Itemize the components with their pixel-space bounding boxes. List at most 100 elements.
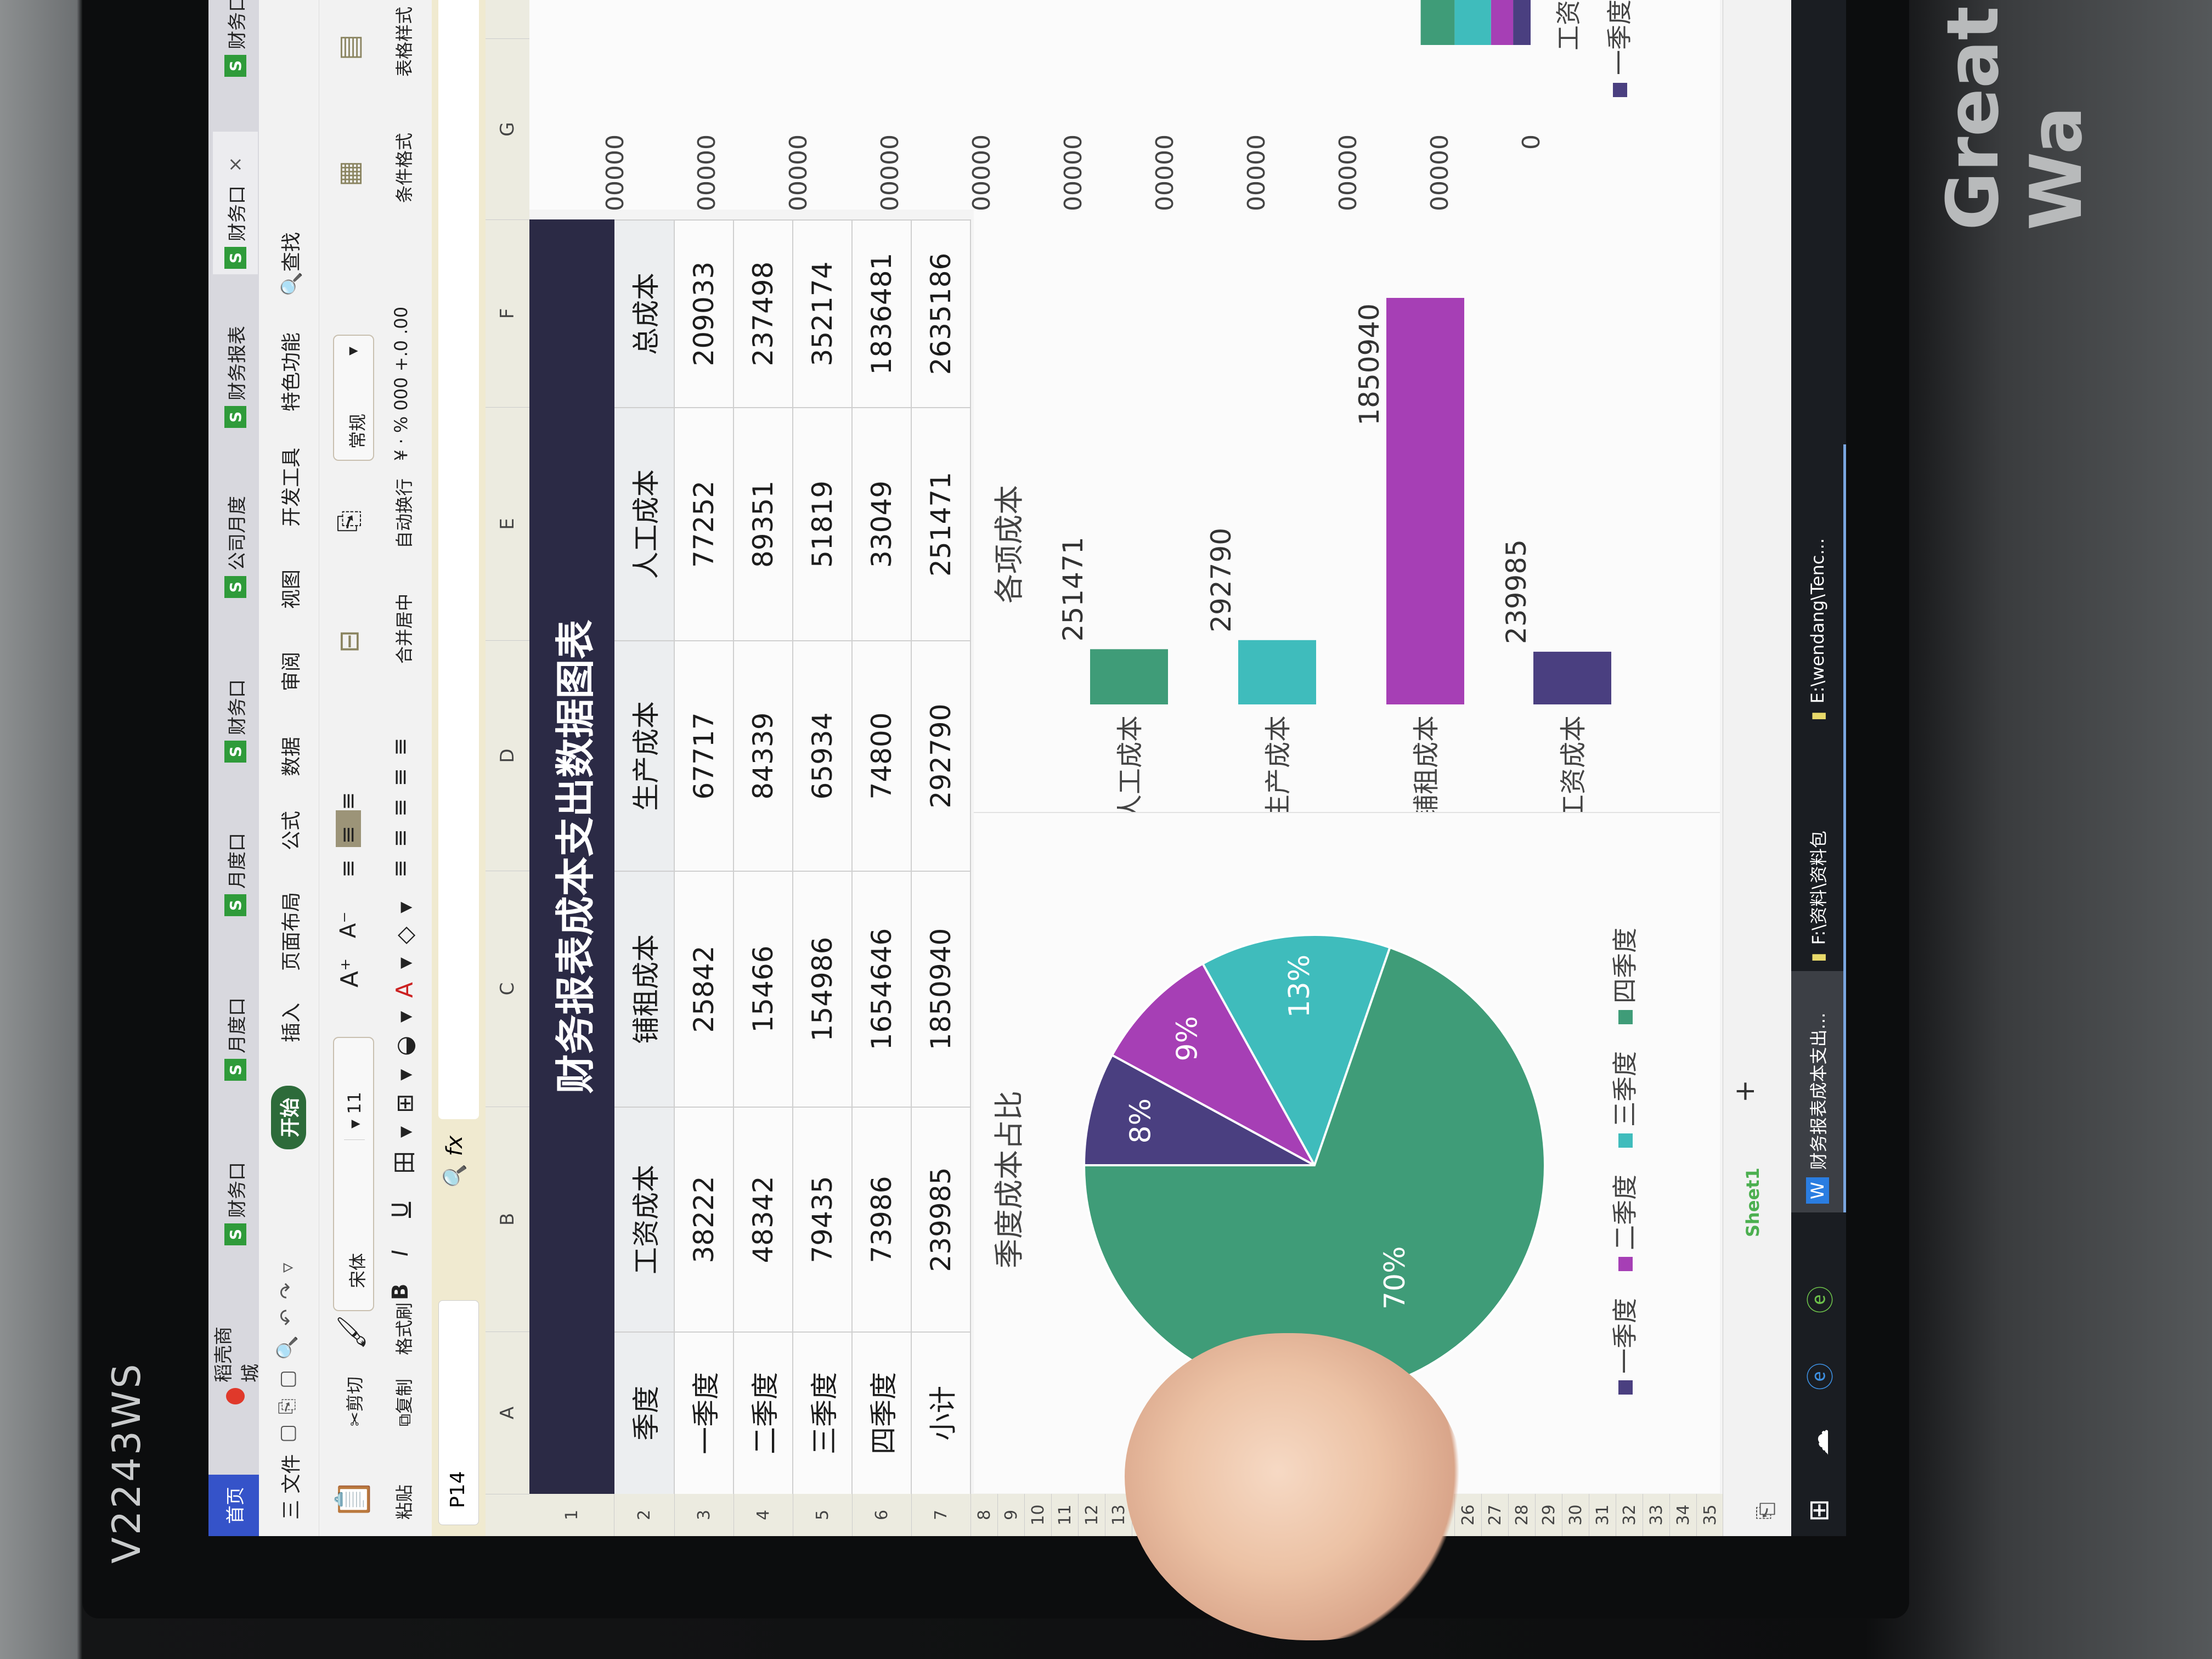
- menu-tab[interactable]: 特色功能: [280, 332, 303, 411]
- menu-file[interactable]: 三 文件: [280, 1454, 303, 1520]
- table-cell[interactable]: 1850940: [912, 871, 971, 1107]
- table-header-cell[interactable]: 总成本: [614, 219, 675, 407]
- table-cell[interactable]: 三季度: [793, 1331, 853, 1494]
- sheet-nav-icon[interactable]: ⎗: [1753, 1502, 1779, 1520]
- row-header[interactable]: 4: [734, 1494, 793, 1536]
- pie-slice[interactable]: [1110, 962, 1318, 1169]
- document-tab[interactable]: S 财务口 ×: [213, 132, 258, 274]
- table-cell[interactable]: 292790: [912, 640, 971, 871]
- bar[interactable]: [1533, 651, 1611, 704]
- taskbar-item-folder-e[interactable]: ▮ E:\wendang\Tenc...: [1791, 444, 1846, 730]
- document-tab[interactable]: S 月度口: [213, 982, 258, 1086]
- pie-slice[interactable]: [1082, 946, 1546, 1397]
- document-tab[interactable]: S 财务口: [213, 0, 258, 82]
- pie-slice[interactable]: [1201, 934, 1392, 1168]
- column-header[interactable]: F: [486, 219, 529, 407]
- table-cell[interactable]: 四季度: [853, 1331, 912, 1494]
- pie-chart[interactable]: 季度成本占比 8% 9% 13% 70% 一季度 二季度 三季度 四季度: [974, 813, 1720, 1493]
- table-cell[interactable]: 67717: [675, 640, 734, 871]
- column-header[interactable]: B: [486, 1107, 529, 1331]
- menu-tab[interactable]: 公式: [280, 810, 303, 850]
- table-cell[interactable]: 51819: [793, 407, 853, 640]
- bold-button[interactable]: B: [388, 1283, 413, 1301]
- table-header-cell[interactable]: 生产成本: [614, 640, 675, 871]
- vertical-align-icons[interactable]: ≡≡≡: [336, 780, 361, 878]
- underline-button[interactable]: U: [388, 1201, 413, 1218]
- name-box[interactable]: P14: [438, 1300, 479, 1525]
- row-header[interactable]: 27: [1482, 1494, 1509, 1536]
- table-cell[interactable]: 48342: [734, 1107, 793, 1331]
- column-header[interactable]: E: [486, 407, 529, 640]
- formula-input[interactable]: [438, 0, 479, 1119]
- format-painter-button[interactable]: 格式刷: [394, 1302, 415, 1355]
- table-cell[interactable]: 65934: [793, 640, 853, 871]
- horizontal-align-icons[interactable]: ≡≡≡≡≡: [388, 725, 413, 878]
- table-cell[interactable]: 一季度: [675, 1331, 734, 1494]
- table-cell[interactable]: 25842: [675, 871, 734, 1107]
- menu-tab[interactable]: 开始: [271, 1085, 306, 1149]
- paste-button[interactable]: 粘贴: [394, 1484, 415, 1520]
- row-header[interactable]: 1: [529, 1494, 614, 1536]
- row-header[interactable]: 10: [1025, 1494, 1052, 1536]
- document-tab[interactable]: 稻壳商城: [213, 1311, 262, 1410]
- table-cell[interactable]: 77252: [675, 407, 734, 640]
- pie-slice[interactable]: [1082, 1053, 1315, 1166]
- bar[interactable]: [1090, 649, 1168, 704]
- paste-icon[interactable]: 📋: [334, 1479, 372, 1520]
- row-header[interactable]: 6: [853, 1494, 912, 1536]
- document-tab[interactable]: S 财务口: [213, 658, 258, 768]
- row-header[interactable]: 3: [675, 1494, 734, 1536]
- row-header[interactable]: 11: [1052, 1494, 1079, 1536]
- table-cell[interactable]: 73986: [853, 1107, 912, 1331]
- row-header[interactable]: 33: [1643, 1494, 1670, 1536]
- conditional-format-icon[interactable]: ▦: [333, 160, 365, 187]
- cut-button[interactable]: ✂剪切: [341, 1376, 366, 1426]
- row-header[interactable]: 2: [614, 1494, 675, 1536]
- column-header[interactable]: G: [486, 38, 529, 219]
- font-size-select[interactable]: ▾ 11: [344, 1092, 365, 1140]
- row-header[interactable]: 30: [1562, 1494, 1589, 1536]
- table-cell[interactable]: 251471: [912, 407, 971, 640]
- table-cell[interactable]: 小计: [912, 1331, 971, 1494]
- column-header[interactable]: H: [486, 0, 529, 38]
- table-cell[interactable]: 二季度: [734, 1331, 793, 1494]
- document-tab[interactable]: S 月度口: [213, 817, 258, 922]
- copy-button[interactable]: ⧉复制: [391, 1379, 416, 1426]
- column-header[interactable]: D: [486, 640, 529, 871]
- table-cell[interactable]: 209033: [675, 219, 734, 407]
- table-cell[interactable]: 237498: [734, 219, 793, 407]
- table-header-cell[interactable]: 季度: [614, 1331, 675, 1494]
- row-header[interactable]: 5: [793, 1494, 853, 1536]
- 360-browser-icon[interactable]: ⓔ: [1805, 1286, 1837, 1313]
- menu-tab[interactable]: 数据: [280, 736, 303, 776]
- table-cell[interactable]: 239985: [912, 1107, 971, 1331]
- sheet-tab-sheet1[interactable]: Sheet1: [1742, 1167, 1763, 1237]
- number-format-buttons[interactable]: ¥ · % 000 +.0 .00: [391, 306, 411, 461]
- formula-fx-label[interactable]: 🔍 fx: [442, 1136, 467, 1190]
- stacked-bar-segment[interactable]: [1420, 0, 1455, 45]
- document-tab[interactable]: S 财务报表: [213, 307, 258, 433]
- italic-button[interactable]: I: [388, 1250, 413, 1256]
- bar[interactable]: [1386, 298, 1464, 704]
- table-cell[interactable]: 84339: [734, 640, 793, 871]
- number-format-select[interactable]: 常规 ▾: [333, 335, 374, 461]
- table-style-button[interactable]: 表格样式: [394, 6, 415, 77]
- merge-icon[interactable]: ⊟: [333, 630, 365, 653]
- document-tab[interactable]: S 公司月度: [213, 477, 258, 603]
- wrap-icon[interactable]: ⎘: [333, 510, 365, 532]
- row-header[interactable]: 28: [1509, 1494, 1536, 1536]
- table-header-cell[interactable]: 铺租成本: [614, 871, 675, 1107]
- menu-tab[interactable]: 视图: [280, 569, 303, 609]
- wrap-text-button[interactable]: 自动换行: [394, 478, 415, 549]
- row-header[interactable]: 7: [912, 1494, 971, 1536]
- table-header-cell[interactable]: 人工成本: [614, 407, 675, 640]
- table-cell[interactable]: 1654646: [853, 871, 912, 1107]
- row-header[interactable]: 9: [998, 1494, 1025, 1536]
- taskbar-item-wps[interactable]: W 财务报表成本支出...: [1791, 971, 1846, 1212]
- stacked-bar-segment[interactable]: [1454, 0, 1491, 45]
- stacked-bar-segment[interactable]: [1513, 0, 1531, 45]
- close-icon[interactable]: ×: [224, 156, 246, 173]
- row-header[interactable]: 29: [1536, 1494, 1562, 1536]
- table-cell[interactable]: 79435: [793, 1107, 853, 1331]
- table-cell[interactable]: 2635186: [912, 219, 971, 407]
